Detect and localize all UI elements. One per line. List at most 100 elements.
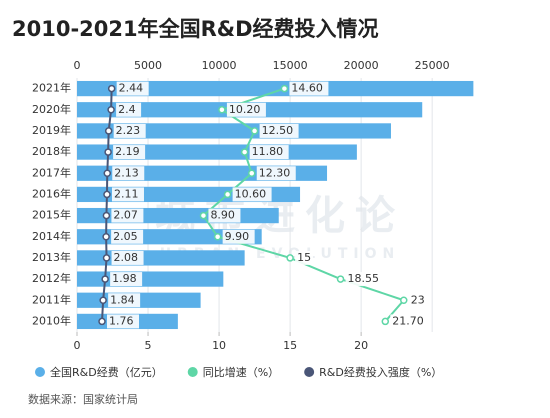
- point: [240, 148, 249, 156]
- point: [104, 148, 112, 156]
- x2-tick-label: 5: [145, 339, 152, 352]
- source: 数据来源：国家统计局: [28, 392, 138, 406]
- label-bg: [113, 145, 146, 160]
- data-label: 14.60: [291, 82, 323, 95]
- point: [336, 275, 345, 283]
- label-bg: [295, 250, 314, 265]
- x2-tick-label: 10: [212, 339, 226, 352]
- data-label: 2.05: [113, 230, 138, 243]
- label-bg: [289, 81, 329, 96]
- data-label: 21.70: [392, 314, 424, 327]
- point: [107, 106, 115, 114]
- label-bg: [116, 81, 149, 96]
- label-bg: [113, 123, 146, 138]
- data-label: 2.11: [114, 187, 139, 200]
- label-bg: [249, 145, 289, 160]
- x-tick-label: 20000: [344, 59, 379, 72]
- y-tick-label: 2019年: [32, 123, 71, 137]
- point: [247, 169, 256, 177]
- label-bg: [390, 314, 430, 329]
- label-bg: [112, 166, 145, 181]
- point: [102, 254, 111, 262]
- label-bg: [259, 123, 299, 138]
- label-bg: [208, 208, 241, 223]
- label-bg: [107, 314, 140, 329]
- legend-marker: [304, 367, 315, 377]
- legend-marker: [35, 367, 45, 377]
- x2-tick-label: 20: [354, 339, 368, 352]
- x2-tick-label: 15: [283, 339, 297, 352]
- point: [103, 169, 112, 177]
- point: [102, 211, 111, 220]
- point: [199, 211, 208, 220]
- data-label: 10.60: [235, 187, 267, 200]
- y-tick-label: 2011年: [32, 292, 71, 306]
- label-bg: [110, 272, 143, 287]
- data-label: 15: [297, 251, 311, 264]
- x-tick-label: 5000: [134, 59, 162, 72]
- point: [250, 127, 259, 135]
- point: [103, 190, 111, 199]
- point: [98, 317, 106, 326]
- y-tick-label: 2012年: [32, 271, 71, 285]
- y-tick-label: 2014年: [32, 229, 71, 243]
- point: [213, 233, 222, 241]
- y-tick-label: 2020年: [32, 102, 71, 116]
- y-tick-label: 2016年: [32, 186, 71, 200]
- data-label: 12.50: [262, 124, 294, 137]
- y-tick-label: 2021年: [32, 81, 71, 95]
- bar: [77, 80, 474, 97]
- x2-tick-label: 0: [74, 339, 81, 352]
- label-bg: [111, 187, 144, 202]
- bar: [77, 250, 245, 266]
- point: [400, 296, 408, 304]
- data-label: 1.84: [110, 293, 135, 306]
- point: [223, 190, 232, 199]
- legend-marker: [187, 367, 198, 377]
- data-label: 2.4: [118, 103, 136, 116]
- label-bg: [345, 272, 385, 287]
- point: [286, 254, 294, 262]
- x-tick-label: 25000: [415, 59, 450, 72]
- y-tick-label: 2017年: [32, 165, 71, 179]
- label-bg: [226, 102, 266, 117]
- point: [280, 84, 289, 93]
- y-tick-label: 2013年: [32, 250, 71, 264]
- data-label: 2.23: [116, 124, 141, 137]
- data-label: 8.90: [210, 209, 235, 222]
- data-label: 23: [411, 293, 425, 306]
- label-bg: [111, 229, 144, 244]
- label-bg: [222, 229, 255, 244]
- data-label: 10.20: [229, 103, 261, 116]
- y-tick-label: 2010年: [32, 313, 71, 327]
- data-label: 1.76: [109, 314, 134, 327]
- x-tick-label: 10000: [202, 59, 237, 72]
- point: [102, 233, 110, 241]
- point: [104, 127, 113, 135]
- y-tick-label: 2015年: [32, 208, 71, 222]
- chart-title: 2010-2021年全国R&D经费投入情况: [12, 17, 379, 41]
- legend-label: 全国R&D经费（亿元）: [50, 365, 163, 379]
- x-tick-label: 0: [74, 59, 81, 72]
- data-label: 18.55: [348, 272, 380, 285]
- point: [218, 106, 226, 114]
- point: [381, 317, 390, 326]
- y-tick-label: 2018年: [32, 144, 71, 158]
- data-label: 11.80: [252, 145, 283, 158]
- label-bg: [256, 166, 296, 181]
- point: [101, 275, 109, 283]
- label-bg: [116, 102, 142, 117]
- point: [107, 84, 116, 93]
- data-label: 2.13: [114, 166, 138, 179]
- data-label: 9.90: [225, 230, 250, 243]
- label-bg: [108, 293, 141, 308]
- legend-label: 同比增速（%）: [203, 365, 279, 379]
- data-label: 2.44: [119, 82, 144, 95]
- label-bg: [232, 187, 272, 202]
- label-bg: [408, 293, 427, 308]
- bar: [77, 271, 224, 287]
- data-label: 12.30: [259, 166, 291, 179]
- data-label: 2.08: [114, 251, 139, 264]
- data-label: 2.19: [115, 145, 139, 158]
